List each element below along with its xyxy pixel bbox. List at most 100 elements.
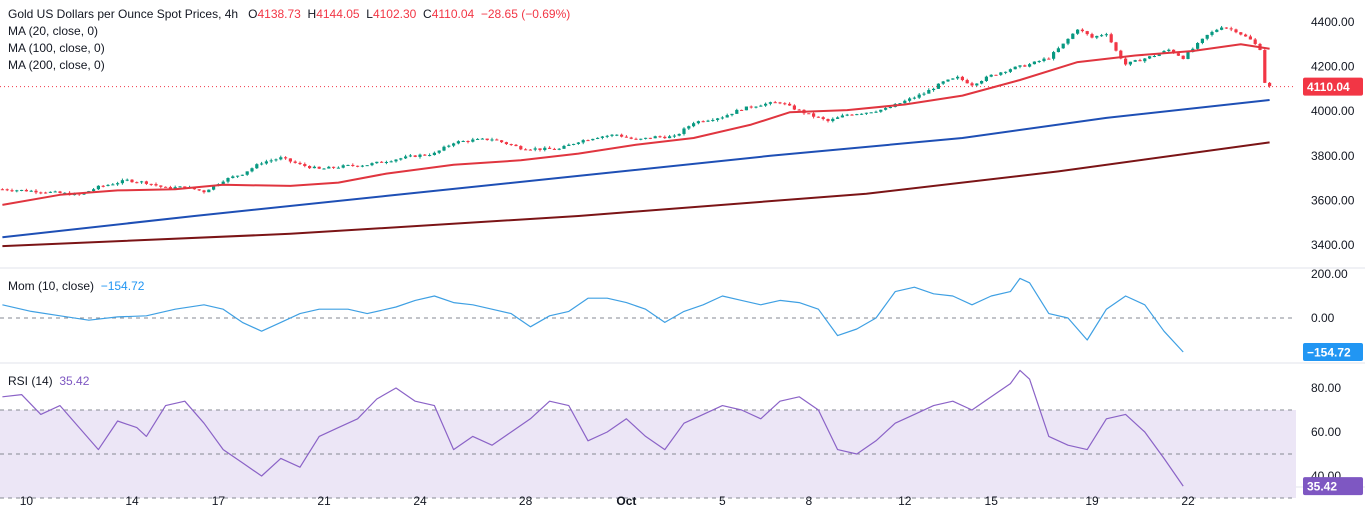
candle	[1205, 34, 1209, 39]
candle	[380, 161, 384, 163]
time-tick-label: 24	[413, 494, 427, 508]
candle	[1143, 58, 1147, 62]
candle	[384, 162, 388, 164]
time-tick-label: Oct	[616, 494, 636, 508]
candle	[524, 149, 528, 151]
candle	[456, 141, 460, 144]
candle	[620, 134, 624, 137]
candle	[212, 185, 216, 190]
candle	[744, 106, 748, 111]
candle	[1109, 34, 1113, 43]
candle	[1133, 60, 1137, 62]
candle	[572, 143, 576, 145]
candle	[437, 150, 441, 153]
candle	[303, 164, 307, 166]
candle	[1018, 65, 1022, 67]
candle	[864, 112, 868, 114]
candle	[1076, 29, 1080, 34]
candle	[245, 171, 249, 175]
candle	[749, 106, 753, 108]
candle	[485, 138, 489, 141]
candle	[140, 181, 144, 183]
candle	[533, 148, 537, 150]
candle	[672, 135, 676, 137]
candle	[644, 137, 648, 139]
candle	[740, 109, 744, 111]
ma200-legend[interactable]: MA (200, close, 0)	[8, 58, 105, 72]
candle	[1028, 64, 1032, 67]
candle	[1152, 56, 1156, 58]
candle	[692, 123, 696, 127]
candle	[92, 189, 96, 192]
time-tick-label: 14	[125, 494, 139, 508]
candle	[783, 103, 787, 105]
rsi-legend[interactable]: RSI (14) 35.42	[8, 373, 89, 390]
candle	[48, 191, 52, 193]
candle	[965, 80, 969, 84]
candle	[557, 148, 561, 150]
candle	[240, 174, 244, 176]
candle	[168, 187, 172, 189]
candle	[528, 149, 532, 151]
price-tick-label: 4400.00	[1311, 15, 1355, 29]
candle	[999, 72, 1003, 75]
candle	[250, 168, 254, 172]
candle	[44, 192, 48, 194]
candle	[869, 112, 873, 114]
momentum-last-value: −154.72	[100, 279, 145, 293]
candle	[1052, 52, 1056, 59]
candle	[24, 189, 28, 192]
candle	[495, 139, 499, 141]
candle	[269, 160, 273, 162]
candle	[1023, 65, 1027, 67]
candle	[346, 164, 350, 166]
candle	[1239, 32, 1243, 35]
candle	[768, 102, 772, 104]
rsi-last-tag-bg	[1303, 477, 1363, 496]
candle	[860, 113, 864, 115]
candle	[197, 189, 201, 191]
momentum-legend[interactable]: Mom (10, close) −154.72	[8, 278, 144, 295]
candle	[840, 115, 844, 118]
candle	[15, 190, 19, 192]
time-axis: 10 14 17 21 24 28 Oct 5 8 12 15 19 22	[20, 494, 1195, 508]
ma100-legend[interactable]: MA (100, close, 0)	[8, 41, 105, 55]
candle	[106, 184, 110, 186]
candle	[836, 117, 840, 119]
ma20-legend[interactable]: MA (20, close, 0)	[8, 24, 99, 38]
low-label: L	[366, 7, 373, 21]
candle	[279, 157, 283, 160]
candle	[538, 148, 542, 151]
time-tick-label: 28	[519, 494, 533, 508]
candle	[404, 156, 408, 159]
candle	[581, 140, 585, 143]
candle	[984, 76, 988, 81]
candle	[173, 187, 177, 189]
close-label: C	[423, 7, 432, 21]
ma20-line	[2, 43, 1270, 206]
candle	[1176, 53, 1180, 56]
candle	[754, 106, 758, 108]
candle	[202, 190, 206, 193]
candle	[1124, 58, 1128, 65]
candle	[1244, 34, 1248, 37]
candle	[1085, 31, 1089, 35]
candle	[701, 121, 705, 123]
last-price-tag: 4110.04	[1307, 80, 1350, 94]
price-tick-label: 4200.00	[1311, 60, 1355, 74]
time-tick-label: 15	[985, 494, 999, 508]
rsi-line	[2, 369, 1184, 487]
candle	[845, 114, 849, 116]
candle	[1167, 49, 1171, 52]
candle	[908, 98, 912, 101]
candle	[447, 145, 451, 147]
candle	[1138, 60, 1142, 62]
candle	[260, 163, 264, 165]
candle	[912, 97, 916, 99]
candle	[879, 109, 883, 112]
price-tick-label: 4000.00	[1311, 104, 1355, 118]
candle	[29, 190, 33, 192]
candle	[941, 81, 945, 84]
price-pane: 3400.00 3600.00 3800.00 4000.00 4200.00 4400.…	[0, 15, 1365, 488]
candle	[1220, 27, 1224, 30]
